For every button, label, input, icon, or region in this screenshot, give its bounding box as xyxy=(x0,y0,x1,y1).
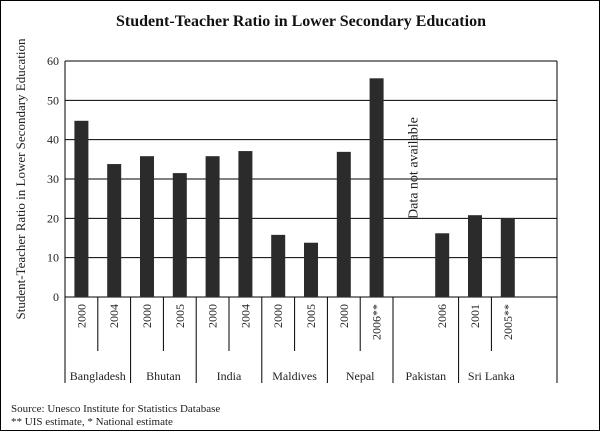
x-tick-year-label: 2004 xyxy=(107,304,121,328)
x-tick-year-label: 2006 xyxy=(435,304,449,328)
y-tick-label: 10 xyxy=(47,251,59,265)
bar xyxy=(205,156,220,297)
bar xyxy=(140,156,154,297)
bar xyxy=(435,233,450,297)
bar xyxy=(468,215,482,297)
bar xyxy=(172,173,187,297)
bar xyxy=(107,164,122,297)
bar xyxy=(336,151,351,297)
y-tick-label: 20 xyxy=(47,211,59,225)
y-tick-labels: 0 10 20 30 40 50 60 xyxy=(47,54,59,304)
estimate-note: ** UIS estimate, * National estimate xyxy=(11,416,173,428)
x-country-label: Bangladesh xyxy=(70,369,126,383)
y-tick-label: 30 xyxy=(47,172,59,186)
x-country-label: Bhutan xyxy=(146,369,181,383)
y-axis-label: Student-Teacher Ratio in Lower Secondary… xyxy=(13,38,28,320)
y-tick-label: 50 xyxy=(47,93,59,107)
x-tick-year-label: 2005 xyxy=(304,304,318,328)
bar xyxy=(238,151,253,297)
x-tick-year-label: 2005** xyxy=(501,304,515,340)
data-not-available-annotation: Data not available xyxy=(407,117,422,219)
bar xyxy=(271,234,286,297)
x-tick-year-label: 2001 xyxy=(468,304,482,328)
x-tick-year-label: 2000 xyxy=(271,304,285,328)
bars xyxy=(74,78,515,297)
y-tick-label: 60 xyxy=(47,54,59,68)
bar xyxy=(369,78,384,297)
chart-title: Student-Teacher Ratio in Lower Secondary… xyxy=(116,13,486,30)
bar xyxy=(74,120,89,297)
x-country-label: Sri Lanka xyxy=(468,369,516,383)
x-tick-year-label: 2006** xyxy=(370,304,384,340)
x-tick-year-label: 2005 xyxy=(173,304,187,328)
x-axis: 2000 2004 Bangladesh 2000 2005 Bhutan 2000 2004… xyxy=(64,61,558,383)
x-tick-year-label: 2000 xyxy=(140,304,154,328)
x-tick-year-label: 2004 xyxy=(238,304,252,328)
x-country-label: Maldives xyxy=(272,369,317,383)
x-country-label: Nepal xyxy=(346,369,375,383)
y-tick-label: 40 xyxy=(47,133,59,147)
x-tick-year-label: 2000 xyxy=(337,304,351,328)
y-tick-label: 0 xyxy=(53,290,59,304)
x-tick-year-label: 2000 xyxy=(206,304,220,328)
x-country-label: Pakistan xyxy=(405,369,446,383)
bar xyxy=(304,242,318,297)
x-tick-year-label: 2000 xyxy=(74,304,88,328)
source-note: Source: Unesco Institute for Statistics … xyxy=(11,403,220,415)
bar xyxy=(500,217,515,297)
x-country-label: India xyxy=(217,369,242,383)
